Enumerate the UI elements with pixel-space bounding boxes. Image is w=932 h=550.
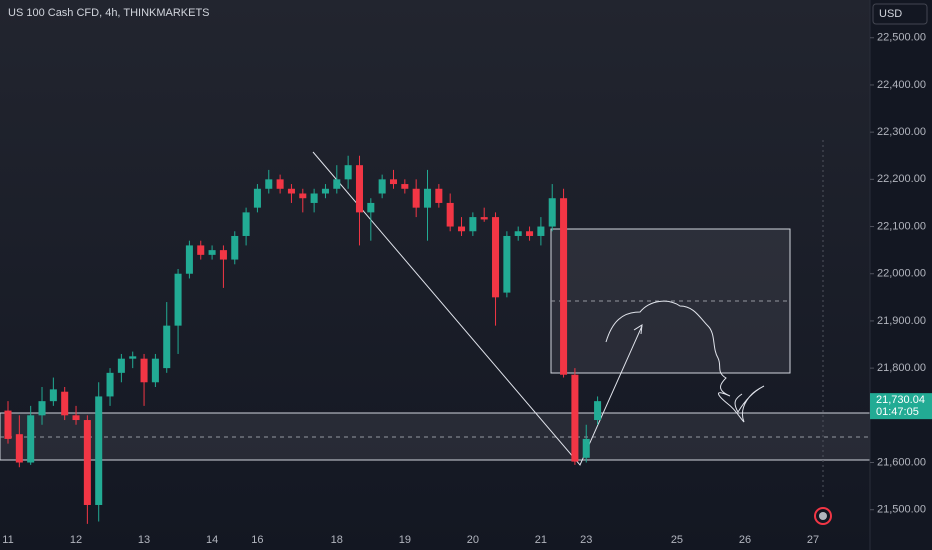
candle-body (571, 374, 579, 462)
candles (4, 155, 602, 524)
last-price: 21,730.04 (876, 394, 925, 406)
candle-body (344, 165, 352, 180)
candle-body (49, 389, 57, 402)
candle-body (72, 415, 80, 421)
candle-body (423, 188, 432, 208)
y-tick-label: 22,000.00 (877, 268, 926, 280)
price-axis: 21,500.00 21,600.00 21,800.00 21,900.00 22,0… (869, 0, 932, 550)
candle-body (469, 217, 477, 232)
candle-body (38, 401, 46, 416)
arrow-head (633, 324, 643, 335)
x-tick-label: 19 (399, 534, 411, 546)
y-tick-label: 22,200.00 (877, 173, 926, 185)
path-line (312, 151, 643, 466)
candle-body (378, 179, 386, 194)
candle-body (310, 193, 318, 203)
candle-body (514, 231, 522, 236)
chart-title: US 100 Cash CFD, 4h, THINKMARKETS (8, 7, 210, 19)
x-tick-label: 14 (206, 534, 218, 546)
candle-body (253, 188, 261, 208)
countdown: 01:47:05 (876, 406, 919, 418)
y-tick-label: 21,900.00 (877, 315, 926, 327)
last-price-box (870, 393, 932, 420)
candle-body (95, 396, 103, 505)
candle-body (367, 202, 375, 213)
candle-body (446, 202, 454, 227)
x-tick-label: 20 (467, 534, 479, 546)
y-tick-label: 22,300.00 (877, 126, 926, 138)
candle-body (174, 273, 182, 326)
currency-label[interactable]: USD (879, 8, 902, 20)
y-tick-label: 22,500.00 (877, 32, 926, 44)
candle-body (208, 250, 216, 255)
currency-button[interactable] (872, 3, 928, 25)
candle-body (537, 226, 545, 236)
x-tick-label: 21 (535, 534, 547, 546)
candle-body (276, 179, 284, 189)
candle-body (503, 235, 511, 293)
candle-body (61, 391, 69, 416)
drawings (0, 140, 871, 500)
candle-body (15, 434, 23, 463)
candle-body (163, 325, 171, 369)
event-icon-dot (819, 512, 827, 520)
candle-body (265, 179, 273, 189)
candle-body (185, 245, 193, 274)
x-tick-label: 13 (138, 534, 150, 546)
candle-body (83, 420, 91, 505)
y-tick-label: 21,500.00 (877, 504, 926, 516)
candle-body (492, 217, 500, 298)
freehand-drawing (605, 300, 765, 423)
candle-body (526, 231, 534, 236)
candle-body (197, 245, 205, 255)
candle-body (582, 438, 590, 458)
candle-body (435, 188, 443, 203)
candle-body (548, 198, 556, 227)
candle-body (106, 372, 114, 397)
candle-body (401, 184, 409, 189)
x-tick-label: 27 (807, 534, 819, 546)
y-tick-label: 22,400.00 (877, 79, 926, 91)
target-zone (550, 228, 791, 374)
time-axis: 11 12 13 14 16 18 19 20 21 23 25 26 27 (2, 534, 819, 546)
x-tick-label: 25 (671, 534, 683, 546)
candle-body (242, 212, 250, 236)
candle-body (321, 188, 329, 194)
x-tick-label: 23 (580, 534, 592, 546)
candle-body (560, 198, 568, 375)
x-tick-label: 18 (331, 534, 343, 546)
x-tick-label: 26 (739, 534, 751, 546)
y-tick-label: 22,100.00 (877, 220, 926, 232)
candle-body (287, 188, 295, 194)
candle-body (140, 358, 148, 383)
candle-body (129, 356, 137, 359)
x-tick-label: 11 (2, 534, 13, 546)
candle-body (4, 410, 12, 439)
candle-body (299, 193, 307, 199)
x-tick-label: 16 (251, 534, 263, 546)
last-price-tag: 21,730.04 01:47:05 (870, 393, 932, 420)
candle-body (389, 179, 398, 185)
candle-body (219, 250, 227, 260)
candle-body (333, 179, 341, 189)
candle-body (117, 358, 125, 373)
candle-body (231, 235, 239, 260)
candle-body (412, 188, 420, 208)
candle-body (151, 358, 159, 383)
y-tick-label: 21,600.00 (877, 456, 926, 468)
candle-body (458, 226, 466, 232)
y-tick-label: 21,800.00 (877, 362, 926, 374)
candle-body (594, 401, 602, 421)
x-tick-label: 12 (70, 534, 82, 546)
candle-body (355, 165, 363, 213)
candle-body (480, 217, 488, 220)
price-axis-bg (870, 0, 932, 550)
candle-body (27, 415, 35, 463)
